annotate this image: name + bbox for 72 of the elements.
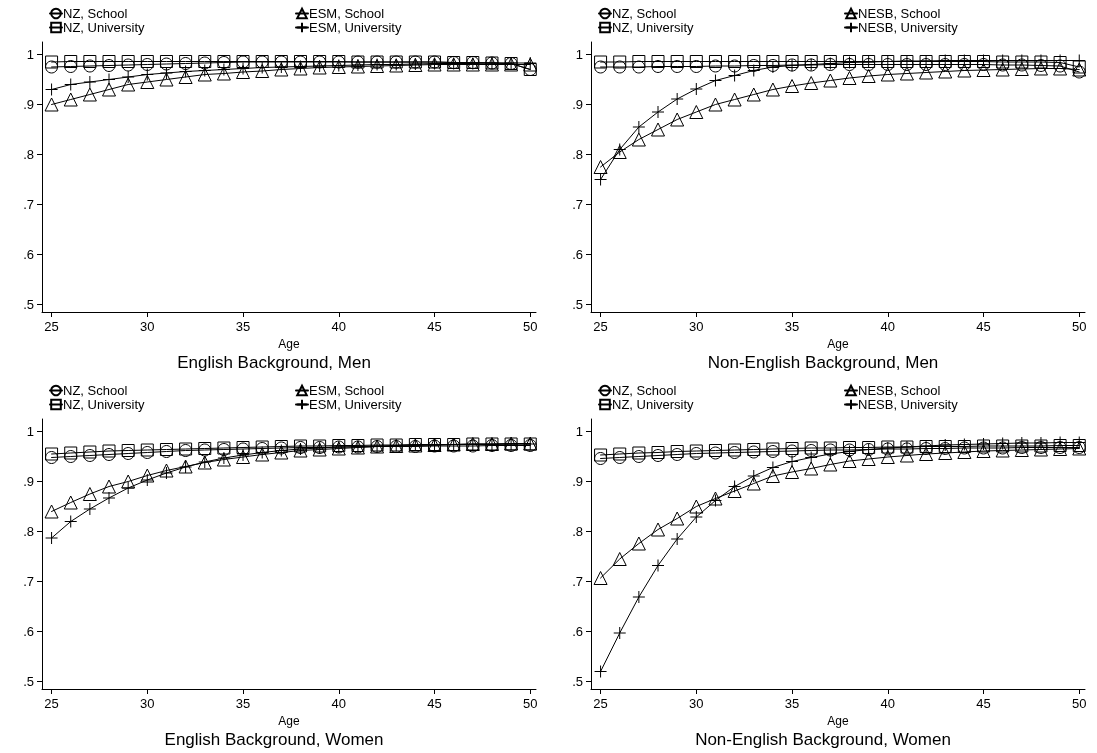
legend-label: NZ, School <box>63 6 128 21</box>
x-tick-label: 25 <box>44 696 59 711</box>
x-tick-label: 30 <box>689 696 704 711</box>
x-tick-label: 25 <box>593 696 608 711</box>
y-tick-label: .8 <box>572 147 583 162</box>
x-axis-title: Age <box>827 713 849 728</box>
y-tick-label: .5 <box>23 674 34 689</box>
y-tick-label: .9 <box>23 474 34 489</box>
x-tick-label: 35 <box>235 319 251 334</box>
x-tick-label: 40 <box>331 696 347 711</box>
x-tick-label: 30 <box>689 319 704 334</box>
text: English Background, Women <box>164 730 384 749</box>
y-tick-label: .7 <box>23 197 34 212</box>
x-tick-label: 45 <box>427 319 442 334</box>
x-tick-label: 30 <box>140 319 155 334</box>
y-tick-label: .6 <box>572 624 583 639</box>
x-tick-label: 45 <box>976 696 991 711</box>
legend-label: NZ, University <box>612 20 695 35</box>
y-tick-label: .6 <box>23 247 34 262</box>
y-tick-label: .7 <box>23 574 34 589</box>
legend-label: NZ, University <box>612 397 695 412</box>
x-tick-label: 35 <box>784 696 800 711</box>
y-tick-label: .8 <box>572 524 583 539</box>
legend-label: NESB, School <box>858 6 941 21</box>
text: English Background, Men <box>177 353 371 372</box>
legend-label: NZ, School <box>612 6 677 21</box>
y-tick-label: .5 <box>572 297 583 312</box>
y-tick-label: 1 <box>26 424 34 439</box>
y-tick-label: .9 <box>572 97 583 112</box>
x-tick-label: 35 <box>784 319 800 334</box>
legend-label: NZ, University <box>63 20 146 35</box>
x-tick-label: 40 <box>331 319 347 334</box>
legend-label: NESB, University <box>858 397 959 412</box>
x-tick-label: 50 <box>1072 319 1087 334</box>
text: Non-English Background, Women <box>695 730 951 749</box>
x-tick-label: 25 <box>44 319 59 334</box>
y-tick-label: .9 <box>572 474 583 489</box>
x-tick-label: 30 <box>140 696 155 711</box>
legend-label: ESM, School <box>309 383 385 398</box>
y-tick-label: .8 <box>23 524 34 539</box>
legend-label: NZ, School <box>612 383 677 398</box>
y-tick-label: 1 <box>575 424 583 439</box>
y-tick-label: .9 <box>23 97 34 112</box>
x-tick-label: 50 <box>523 319 538 334</box>
x-tick-label: 25 <box>593 319 608 334</box>
x-tick-label: 40 <box>880 319 896 334</box>
x-tick-label: 35 <box>235 696 251 711</box>
y-tick-label: .6 <box>23 624 34 639</box>
x-tick-label: 45 <box>427 696 442 711</box>
y-tick-label: .5 <box>23 297 34 312</box>
y-tick-label: .7 <box>572 197 583 212</box>
y-tick-label: 1 <box>575 47 583 62</box>
y-tick-label: .7 <box>572 574 583 589</box>
legend-label: ESM, University <box>309 397 402 412</box>
x-axis-title: Age <box>278 713 300 728</box>
x-tick-label: 50 <box>523 696 538 711</box>
x-tick-label: 50 <box>1072 696 1087 711</box>
legend-label: NZ, School <box>63 383 128 398</box>
x-tick-label: 45 <box>976 319 991 334</box>
x-axis-title: Age <box>827 336 849 351</box>
y-tick-label: .5 <box>572 674 583 689</box>
x-tick-label: 40 <box>880 696 896 711</box>
legend-label: NESB, University <box>858 20 959 35</box>
y-tick-label: .6 <box>572 247 583 262</box>
y-tick-label: .8 <box>23 147 34 162</box>
legend-label: NZ, University <box>63 397 146 412</box>
legend-label: NESB, School <box>858 383 941 398</box>
x-axis-title: Age <box>278 336 300 351</box>
text: Non-English Background, Men <box>707 353 939 372</box>
legend-label: ESM, School <box>309 6 385 21</box>
y-tick-label: 1 <box>26 47 34 62</box>
legend-label: ESM, University <box>309 20 402 35</box>
